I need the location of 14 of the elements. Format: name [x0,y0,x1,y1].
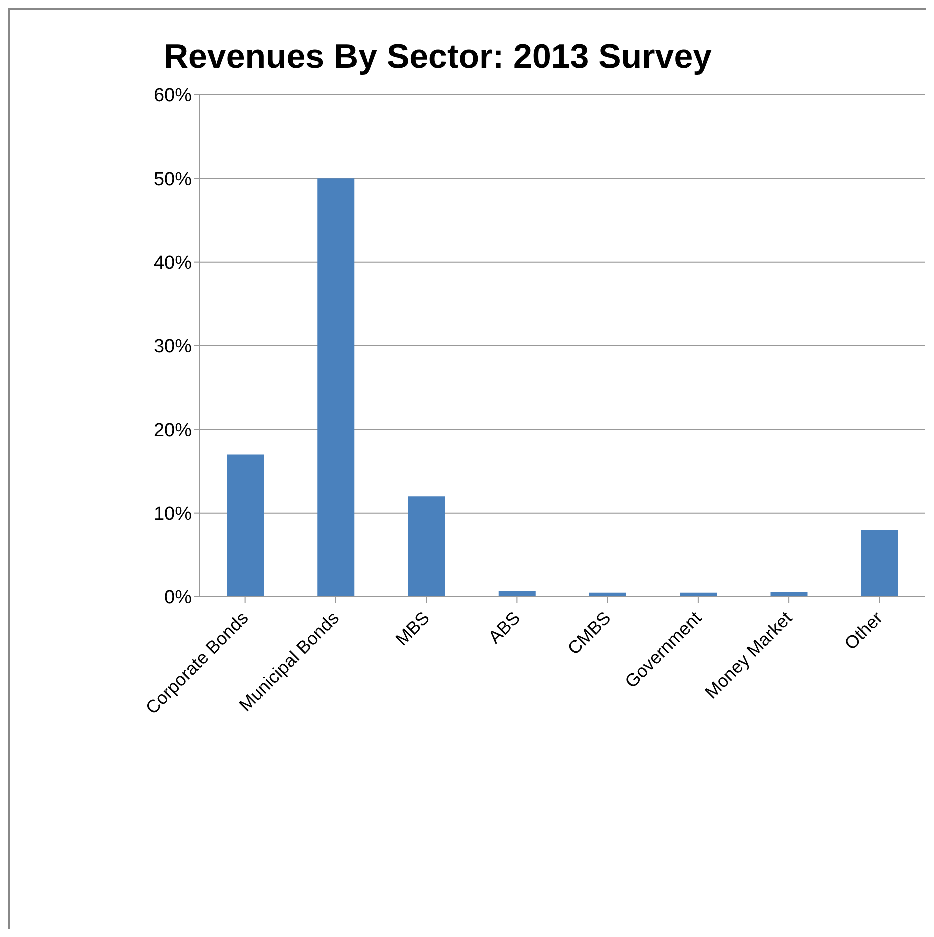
y-tick-label: 20% [154,420,192,442]
y-tick-label: 50% [154,169,192,190]
bar [861,530,898,597]
y-tick-label: 0% [164,588,192,609]
bar [770,592,808,597]
y-tick-label: 60% [154,86,192,107]
bar [408,496,446,597]
bar [227,454,264,597]
y-tick-label: 40% [154,253,192,274]
y-tick-label: 10% [154,504,192,526]
y-tick-label: 30% [154,336,192,358]
chart-title: Revenues By Sector: 2013 Survey [162,37,714,77]
bar [318,178,355,597]
bar [498,591,536,597]
